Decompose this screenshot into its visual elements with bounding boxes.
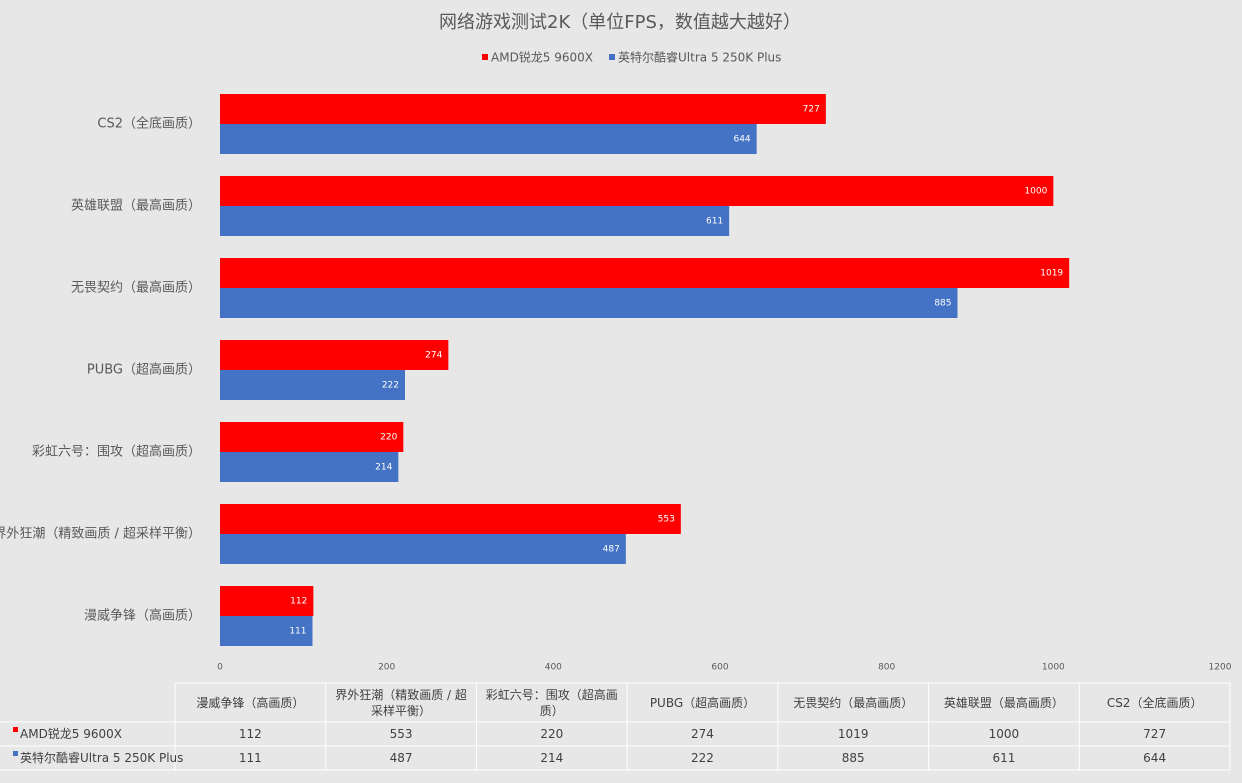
- data-label: 220: [380, 433, 397, 443]
- legend-swatch: [609, 54, 616, 60]
- table-cell: 1019: [837, 727, 869, 741]
- data-label: 112: [290, 597, 307, 607]
- table-cell: 644: [1143, 751, 1167, 765]
- bar: [220, 288, 958, 318]
- data-label: 727: [803, 105, 820, 115]
- bar: [220, 586, 314, 616]
- table-header: 漫威争锋（高画质）: [196, 695, 305, 710]
- x-tick-label: 200: [378, 663, 395, 673]
- table-cell: 487: [389, 751, 413, 765]
- table-cell: 274: [691, 727, 714, 741]
- table-cell: 1000: [988, 727, 1020, 741]
- legend-label: 英特尔酷睿Ultra 5 250K Plus: [618, 50, 781, 65]
- bar: [220, 124, 757, 154]
- y-tick-label: 漫威争锋（高画质）: [84, 608, 201, 624]
- table-cell: 112: [238, 727, 262, 741]
- table-row-label: AMD锐龙5 9600X: [20, 727, 123, 741]
- bar: [220, 340, 449, 370]
- bar: [220, 258, 1070, 288]
- y-tick-label: 英雄联盟（最高画质）: [71, 198, 201, 214]
- data-label: 644: [733, 135, 750, 145]
- table-cell: 220: [540, 727, 564, 741]
- table-row-label: 英特尔酷睿Ultra 5 250K Plus: [20, 751, 184, 765]
- x-tick-label: 0: [217, 663, 223, 673]
- table-cell: 727: [1143, 727, 1167, 741]
- y-tick-label: 无畏契约（最高画质）: [71, 280, 201, 296]
- y-tick-label: CS2（全底画质）: [97, 116, 201, 132]
- legend-swatch: [482, 54, 488, 60]
- table-cell: 214: [540, 751, 564, 765]
- y-tick-label: 彩虹六号：围攻（超高画质）: [32, 444, 201, 460]
- table-header: 彩虹六号：围攻（超高画质）: [485, 687, 618, 718]
- data-label: 553: [658, 515, 675, 525]
- x-tick-label: 400: [545, 663, 562, 673]
- bar: [220, 176, 1054, 206]
- table-header: PUBG（超高画质）: [649, 695, 756, 710]
- bar: [220, 94, 826, 124]
- data-label: 611: [706, 217, 723, 227]
- bar: [220, 504, 681, 534]
- table-cell: 611: [992, 751, 1016, 765]
- table-cell: 222: [691, 751, 714, 765]
- x-tick-label: 1200: [1209, 663, 1232, 673]
- data-label: 222: [382, 381, 399, 391]
- table-legend-key: [13, 751, 18, 756]
- x-tick-label: 1000: [1042, 663, 1065, 673]
- table-cell: 111: [238, 751, 262, 765]
- bar: [220, 534, 626, 564]
- table-cell: 885: [841, 751, 865, 765]
- bar: [220, 422, 404, 452]
- table-header: 界外狂潮（精致画质 / 超采样平衡）: [335, 687, 467, 718]
- data-label: 274: [425, 351, 442, 361]
- data-label: 214: [375, 463, 392, 473]
- table-legend-key: [13, 727, 18, 732]
- legend-label: AMD锐龙5 9600X: [491, 51, 593, 65]
- data-label: 885: [934, 299, 951, 309]
- table-header: 无畏契约（最高画质）: [793, 695, 914, 710]
- table-header: CS2（全底画质）: [1106, 695, 1203, 710]
- table-header: 英雄联盟（最高画质）: [943, 695, 1064, 710]
- data-label: 1000: [1024, 187, 1047, 197]
- table-cell: 553: [389, 727, 413, 741]
- x-tick-label: 800: [878, 663, 895, 673]
- data-label: 487: [603, 545, 620, 555]
- chart-title: 网络游戏测试2K（单位FPS，数值越大越好）: [439, 12, 801, 33]
- data-label: 1019: [1040, 269, 1063, 279]
- y-tick-label: PUBG（超高画质）: [87, 362, 201, 378]
- bar: [220, 452, 399, 482]
- x-tick-label: 600: [711, 663, 728, 673]
- y-tick-label: 界外狂潮（精致画质 / 超采样平衡）: [0, 527, 201, 542]
- bar: [220, 616, 313, 646]
- data-label: 111: [289, 627, 306, 637]
- bar: [220, 370, 405, 400]
- bar: [220, 206, 730, 236]
